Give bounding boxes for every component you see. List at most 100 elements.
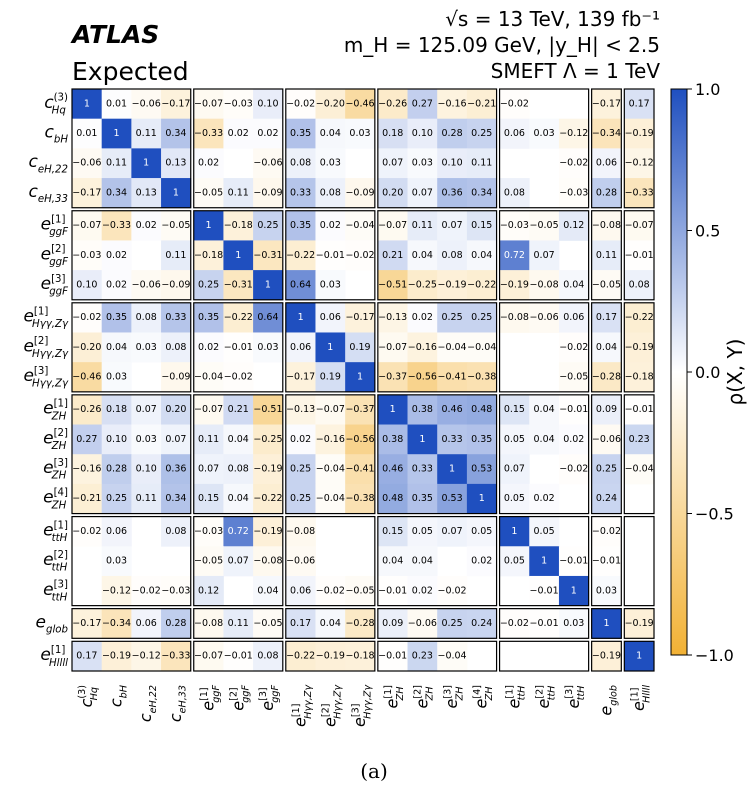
heatmap-cell — [193, 178, 224, 209]
cell-value-label: 0.04 — [106, 342, 127, 353]
heatmap-cell — [407, 148, 438, 179]
heatmap-cell — [101, 178, 132, 209]
cell-value-label: 0.23 — [629, 434, 650, 445]
heatmap-cell — [285, 332, 316, 363]
cell-value-label: 0.05 — [504, 493, 525, 504]
heatmap-cell — [377, 332, 408, 363]
heatmap-cell — [345, 362, 376, 393]
cell-value-label: 0.02 — [198, 158, 219, 169]
heatmap-cell — [558, 178, 590, 209]
group-frame — [623, 515, 655, 607]
heatmap-cell — [529, 118, 560, 149]
heatmap-cell — [499, 516, 530, 547]
heatmap-cell — [72, 641, 103, 672]
heatmap-cell — [624, 118, 655, 149]
heatmap-cell — [223, 608, 254, 639]
heatmap-cell — [624, 210, 655, 241]
heatmap-cell — [101, 608, 132, 639]
cell-value-label: 0.11 — [228, 618, 249, 629]
cell-value-label: 0.11 — [471, 158, 492, 169]
cell-value-label: −0.19 — [316, 651, 345, 662]
cell-value-label: 0.02 — [228, 128, 249, 139]
cell-value-label: 0.03 — [596, 585, 617, 596]
cell-value-label: −0.09 — [161, 372, 190, 383]
cell-value-label: −0.07 — [316, 404, 345, 415]
cell-value-label: 0.72 — [228, 526, 249, 537]
heatmap-cell — [285, 394, 316, 425]
heatmap-cell — [193, 608, 224, 639]
cell-value-label: −0.17 — [592, 98, 621, 109]
cell-value-label: 0.17 — [629, 98, 650, 109]
heatmap-cell — [529, 575, 560, 607]
group-frame — [623, 210, 655, 301]
group-frame — [591, 210, 622, 301]
cell-value-label: −0.07 — [72, 220, 101, 231]
group-frame — [591, 515, 622, 607]
heatmap-cell — [72, 454, 103, 485]
cell-value-label: 0.04 — [563, 279, 584, 290]
heatmap-cell — [591, 454, 622, 485]
heatmap-cell — [131, 302, 162, 333]
cell-value-label: −0.01 — [224, 651, 253, 662]
cell-value-label: 0.10 — [106, 434, 127, 445]
cell-value-label: −0.01 — [224, 342, 253, 353]
cell-value-label: 0.08 — [228, 464, 249, 475]
cell-value-label: 0.05 — [504, 556, 525, 567]
cell-value-label: 0.21 — [228, 404, 249, 415]
cell-value-label: 0.02 — [290, 434, 311, 445]
cell-value-label: −0.09 — [345, 187, 374, 198]
heatmap-cell — [193, 575, 224, 607]
cell-value-label: −0.02 — [72, 312, 101, 323]
heatmap-cell — [558, 118, 590, 149]
cell-value-label: 0.15 — [504, 404, 525, 415]
cell-value-label: 0.33 — [290, 187, 311, 198]
heatmap-cell — [161, 89, 192, 120]
heatmap-cell — [437, 394, 468, 425]
heatmap-cell — [223, 516, 254, 547]
x-tick-label-eggF3: e[3]ggF — [258, 685, 281, 711]
heatmap-cell — [407, 483, 438, 514]
x-axis-labels: c(3)Hq cbH ceH,22 ceH,33 e[1]ggF e[2]ggF e[3]g… — [77, 684, 653, 727]
cell-value-label: 0.02 — [106, 279, 127, 290]
group-frame — [71, 608, 192, 639]
cell-value-label: −0.01 — [378, 651, 407, 662]
heatmap-cell — [377, 641, 408, 672]
x-tick-label-cbH: cbH — [107, 685, 130, 707]
cell-value-label: −0.01 — [316, 250, 345, 261]
cell-value-label: 0.08 — [290, 158, 311, 169]
heatmap-cell — [377, 516, 408, 547]
cell-value-label: −0.01 — [592, 556, 621, 567]
cell-value-label: 0.28 — [441, 128, 462, 139]
cell-value-label: 0.35 — [471, 434, 492, 445]
cell-value-label: −0.04 — [625, 464, 654, 475]
heatmap-cell — [377, 302, 408, 333]
cell-value-label: −0.06 — [592, 434, 621, 445]
cell-value-label: 1 — [419, 434, 425, 445]
cell-value-label: −0.04 — [316, 493, 345, 504]
heatmap-cell — [131, 210, 162, 241]
heatmap-cell — [499, 483, 530, 514]
cell-value-label: −0.02 — [345, 250, 374, 261]
cell-value-label: −0.06 — [132, 98, 161, 109]
cell-value-label: −0.37 — [345, 404, 374, 415]
heatmap-cell — [315, 424, 346, 455]
heatmap-cell — [377, 608, 408, 639]
group-frame — [71, 210, 192, 301]
cell-value-label: 0.64 — [290, 279, 311, 290]
cell-value-label: 0.36 — [441, 187, 462, 198]
cell-value-label: 0.08 — [165, 342, 186, 353]
heatmap-cell — [161, 608, 192, 639]
heatmap-cell — [624, 394, 655, 425]
heatmap-cell — [437, 332, 468, 363]
heatmap-cell — [345, 641, 376, 672]
cell-value-label: 1 — [603, 618, 609, 629]
cell-value-label: −0.02 — [72, 526, 101, 537]
cell-value-label: 0.35 — [412, 493, 433, 504]
heatmap-cell — [499, 240, 530, 271]
heatmap-cell — [161, 178, 192, 209]
heatmap-cell — [131, 608, 162, 639]
cell-value-label: 0.11 — [198, 434, 219, 445]
cell-value-label: 0.02 — [534, 493, 555, 504]
heatmap-cell — [223, 454, 254, 485]
